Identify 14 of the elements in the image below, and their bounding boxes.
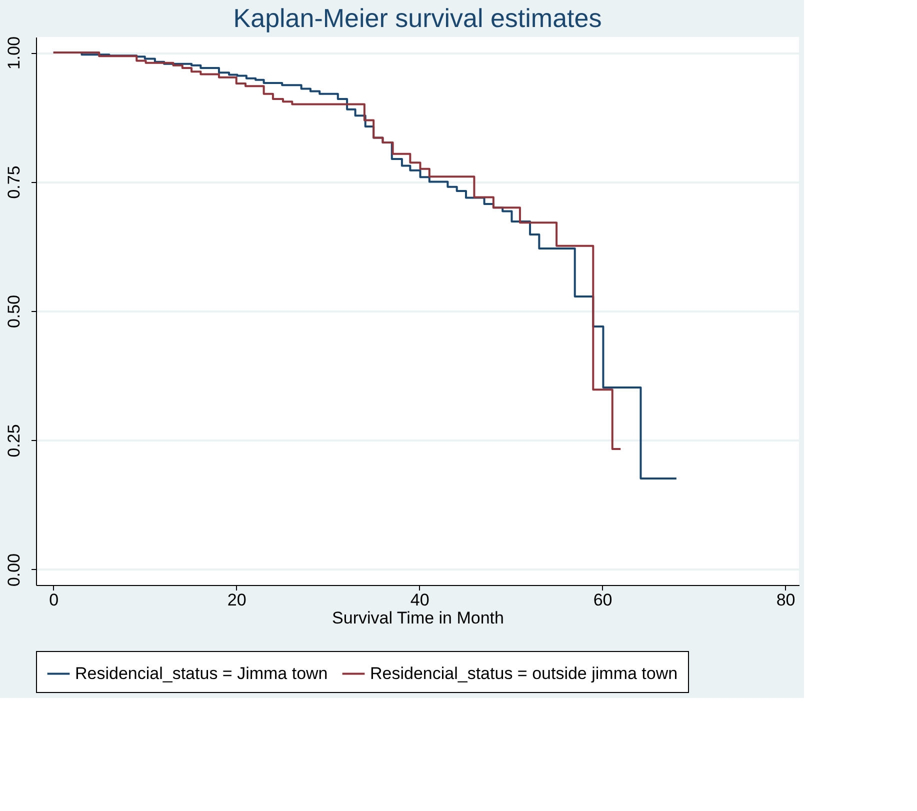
- legend-label: Residencial_status = outside jimma town: [370, 664, 678, 683]
- chart-title: Kaplan-Meier survival estimates: [233, 2, 602, 33]
- x-tick-label: 0: [49, 590, 59, 610]
- y-tick-label: 0.00: [4, 553, 24, 587]
- x-tick-label: 20: [227, 590, 246, 610]
- x-axis-title: Survival Time in Month: [332, 608, 504, 628]
- legend-label: Residencial_status = Jimma town: [75, 664, 328, 683]
- y-tick-label: 0.25: [4, 424, 24, 458]
- y-tick-label: 0.75: [4, 166, 24, 199]
- y-tick-label: 1.00: [4, 36, 24, 70]
- x-tick-label: 80: [776, 590, 796, 610]
- x-tick-label: 60: [593, 590, 612, 610]
- y-tick-label: 0.50: [4, 294, 24, 328]
- x-tick-label: 40: [410, 590, 430, 610]
